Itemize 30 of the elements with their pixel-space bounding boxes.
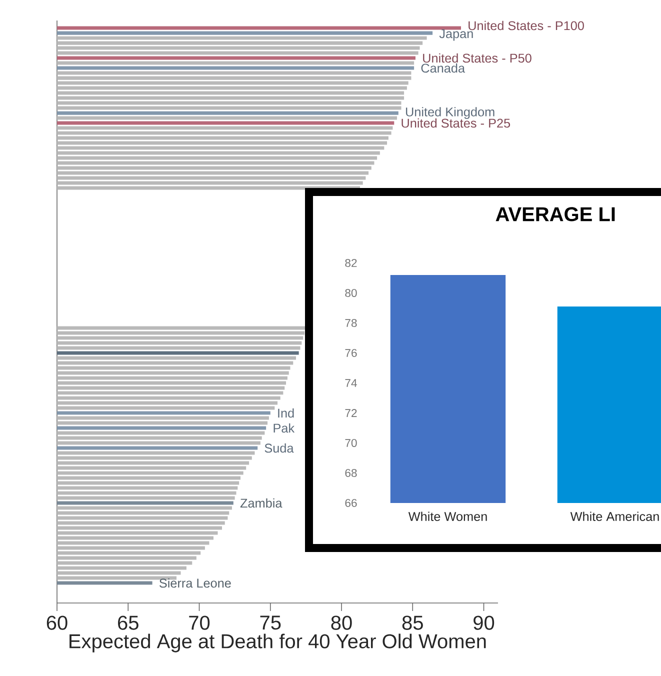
y-tick-label: 70 [345, 438, 357, 448]
y-tick-label: Japan [439, 29, 473, 41]
y-tick-label: 76 [345, 348, 357, 358]
y-tick-label: Canada [421, 63, 466, 73]
y-tick-label: 78 [345, 318, 357, 328]
y-tick-label: 66 [345, 498, 357, 507]
y-tick-label: 80 [345, 288, 357, 298]
x-tick-label: White Women [408, 512, 487, 522]
y-tick-label: 72 [345, 409, 357, 417]
y-tick-label: 74 [345, 379, 357, 387]
x-tick-label: 60 [46, 616, 68, 630]
y-tick-label: Pak [274, 423, 295, 433]
x-axis-title: Expected Age at Death for 40 Year Old Women [70, 634, 486, 652]
y-tick-label: United Kingdom [406, 107, 494, 119]
y-tick-label: 82 [345, 258, 357, 268]
y-tick-label: Sierra Leone [159, 578, 231, 588]
x-tick-label: 85 [402, 616, 423, 630]
y-tick-label: Zambia [240, 498, 282, 508]
y-tick-label: Suda [264, 443, 294, 453]
x-tick-label: 70 [189, 616, 210, 630]
x-tick-label: White American [570, 512, 659, 522]
y-tick-label: United States - P50 [423, 53, 532, 63]
y-tick-label: Ind [278, 408, 294, 418]
x-tick-label: 75 [260, 616, 281, 630]
chart-title: AVERAGE LI [496, 207, 615, 222]
y-tick-label: United States - P100 [468, 20, 584, 30]
y-tick-label: United States - P25 [402, 118, 510, 128]
x-tick-label: 90 [474, 616, 494, 630]
x-tick-label: 65 [118, 616, 138, 630]
y-tick-label: 68 [345, 468, 357, 477]
